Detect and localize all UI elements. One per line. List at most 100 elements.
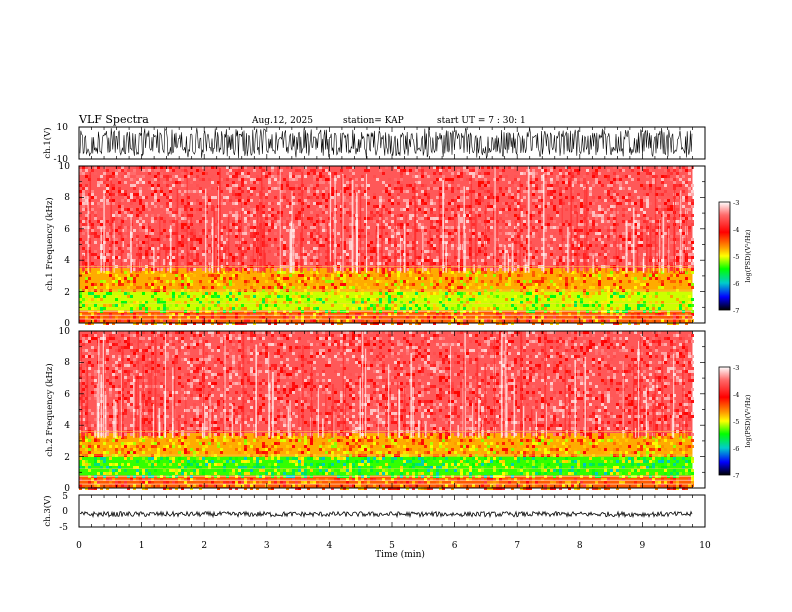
spectrogram-cell (409, 307, 412, 310)
spectrogram-cell (469, 238, 472, 241)
spectrogram-cell (526, 301, 529, 304)
spectrogram-cell (190, 286, 193, 289)
spectrogram-cell (187, 304, 190, 307)
spectrogram-cell (535, 229, 538, 232)
spectrogram-cell (382, 220, 385, 223)
spectrogram-cell (463, 283, 466, 286)
spectrogram-cell (286, 316, 289, 319)
spectrogram-cell (319, 307, 322, 310)
spectrogram-cell (235, 211, 238, 214)
spectrogram-cell (463, 316, 466, 319)
spectrogram-cell (157, 184, 160, 187)
spectrogram-cell (547, 220, 550, 223)
spectrogram-cell (541, 241, 544, 244)
spectrogram-cell (511, 232, 514, 235)
spectrogram-cell (241, 175, 244, 178)
spectrogram-cell (121, 190, 124, 193)
spectrogram-cell (538, 280, 541, 283)
spectrogram-cell (619, 232, 622, 235)
spectrogram-cell (409, 169, 412, 172)
spectrogram-cell (496, 199, 499, 202)
spectrogram-cell (529, 217, 532, 220)
spectrogram-cell (304, 226, 307, 229)
spectrogram-cell (214, 274, 217, 277)
spectrogram-cell (181, 178, 184, 181)
spectrogram-cell (559, 319, 562, 322)
spectrogram-cell (622, 256, 625, 259)
spectrogram-cell (313, 169, 316, 172)
spectrogram-cell (196, 298, 199, 301)
spectrogram-cell (103, 307, 106, 310)
spectrogram-cell (277, 244, 280, 247)
spectrogram-cell (187, 277, 190, 280)
spectrogram-cell (406, 166, 409, 169)
spectrogram-cell (235, 175, 238, 178)
spectrogram-cell (118, 289, 121, 292)
spectrogram-cell (622, 187, 625, 190)
spectrogram-cell (298, 220, 301, 223)
spectrogram-cell (277, 253, 280, 256)
spectrogram-cell (382, 226, 385, 229)
spectrogram-cell (565, 319, 568, 322)
spectrogram-cell (388, 289, 391, 292)
spectrogram-cell (289, 313, 292, 316)
spectrogram-cell (553, 238, 556, 241)
spectrogram-cell (598, 211, 601, 214)
spectrogram-cell (475, 286, 478, 289)
spectrogram-cell (124, 241, 127, 244)
spectrogram-cell (247, 190, 250, 193)
spectrogram-cell (589, 190, 592, 193)
spectrogram-cell (595, 301, 598, 304)
spectrogram-cell (487, 256, 490, 259)
spectrogram-cell (226, 178, 229, 181)
spectrogram-cell (268, 187, 271, 190)
spectrogram-cell (358, 286, 361, 289)
spectrogram-cell (208, 280, 211, 283)
spectrogram-cell (241, 262, 244, 265)
spectrogram-cell (418, 169, 421, 172)
spectrogram-cell (391, 208, 394, 211)
spectrogram-cell (490, 286, 493, 289)
spectrogram-cell (604, 193, 607, 196)
spectrogram-cell (310, 196, 313, 199)
spectrogram-cell (556, 214, 559, 217)
spectrogram-cell (358, 253, 361, 256)
spectrogram-cell (115, 214, 118, 217)
spectrogram-cell (532, 226, 535, 229)
spectrogram-cell (349, 202, 352, 205)
spectrogram-cell (658, 166, 661, 169)
spectrogram-cell (280, 238, 283, 241)
spectrogram-cell (229, 187, 232, 190)
spectrogram-cell (391, 244, 394, 247)
spectrogram-cell (418, 196, 421, 199)
spectrogram-cell (334, 301, 337, 304)
spectrogram-cell (145, 214, 148, 217)
spectrogram-cell (640, 283, 643, 286)
spectrogram-cell (415, 220, 418, 223)
spectrogram-cell (178, 253, 181, 256)
spectrogram-cell (97, 256, 100, 259)
spectrogram-cell (328, 178, 331, 181)
spectrogram-cell (127, 244, 130, 247)
spectrogram-cell (514, 301, 517, 304)
spectrogram-cell (532, 262, 535, 265)
spectrogram-cell (454, 307, 457, 310)
spectrogram-cell (532, 283, 535, 286)
spectrogram-cell (550, 247, 553, 250)
spectrogram-cell (121, 232, 124, 235)
spectrogram-cell (367, 298, 370, 301)
spectrogram-cell (457, 292, 460, 295)
spectrogram-cell (361, 262, 364, 265)
spectrogram-cell (613, 235, 616, 238)
spectrogram-cell (235, 220, 238, 223)
spectrogram-cell (436, 223, 439, 226)
spectrogram-cell (205, 196, 208, 199)
spectrogram-cell (295, 280, 298, 283)
spectrogram-cell (487, 205, 490, 208)
spectrogram-cell (424, 232, 427, 235)
spectrogram-cell (82, 181, 85, 184)
spectrogram-cell (520, 211, 523, 214)
spectrogram-cell (475, 193, 478, 196)
spectrogram-cell (379, 298, 382, 301)
spectrogram-cell (370, 235, 373, 238)
